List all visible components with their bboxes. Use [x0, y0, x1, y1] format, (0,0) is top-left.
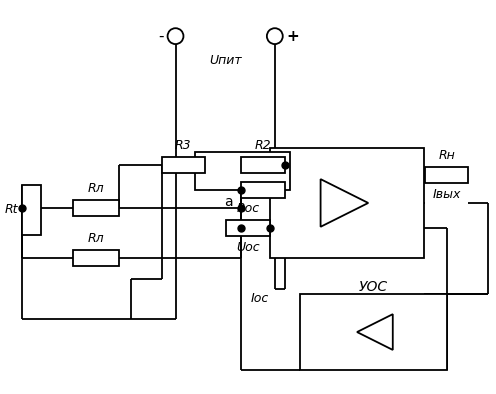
- Text: Rн: Rн: [438, 149, 455, 162]
- Text: Rt: Rt: [5, 203, 19, 216]
- Bar: [241, 182, 285, 198]
- Text: Rос: Rос: [237, 202, 259, 215]
- Bar: [162, 157, 205, 173]
- Polygon shape: [357, 314, 393, 350]
- Text: R1: R1: [254, 164, 271, 177]
- Polygon shape: [320, 179, 368, 227]
- Bar: [241, 157, 285, 173]
- Bar: [73, 200, 119, 216]
- Text: Iос: Iос: [251, 292, 269, 305]
- Text: Uпит: Uпит: [209, 54, 242, 67]
- Bar: [300, 294, 446, 370]
- Text: Rл: Rл: [88, 182, 104, 195]
- Bar: [270, 149, 424, 258]
- Bar: [425, 167, 468, 183]
- Text: -: -: [158, 29, 164, 44]
- Bar: [73, 250, 119, 266]
- Text: УОС: УОС: [359, 281, 388, 294]
- Text: R2: R2: [254, 139, 271, 152]
- Bar: [195, 152, 290, 190]
- Text: b: b: [275, 172, 284, 186]
- Text: МИ: МИ: [227, 162, 258, 180]
- Text: R3: R3: [175, 139, 192, 152]
- Text: a: a: [225, 195, 233, 209]
- Text: Rл: Rл: [88, 232, 104, 245]
- Text: Iвых: Iвых: [433, 188, 461, 201]
- Text: Uос: Uос: [236, 241, 260, 254]
- Bar: [226, 220, 270, 236]
- Bar: [22, 185, 42, 235]
- Text: +: +: [287, 29, 300, 44]
